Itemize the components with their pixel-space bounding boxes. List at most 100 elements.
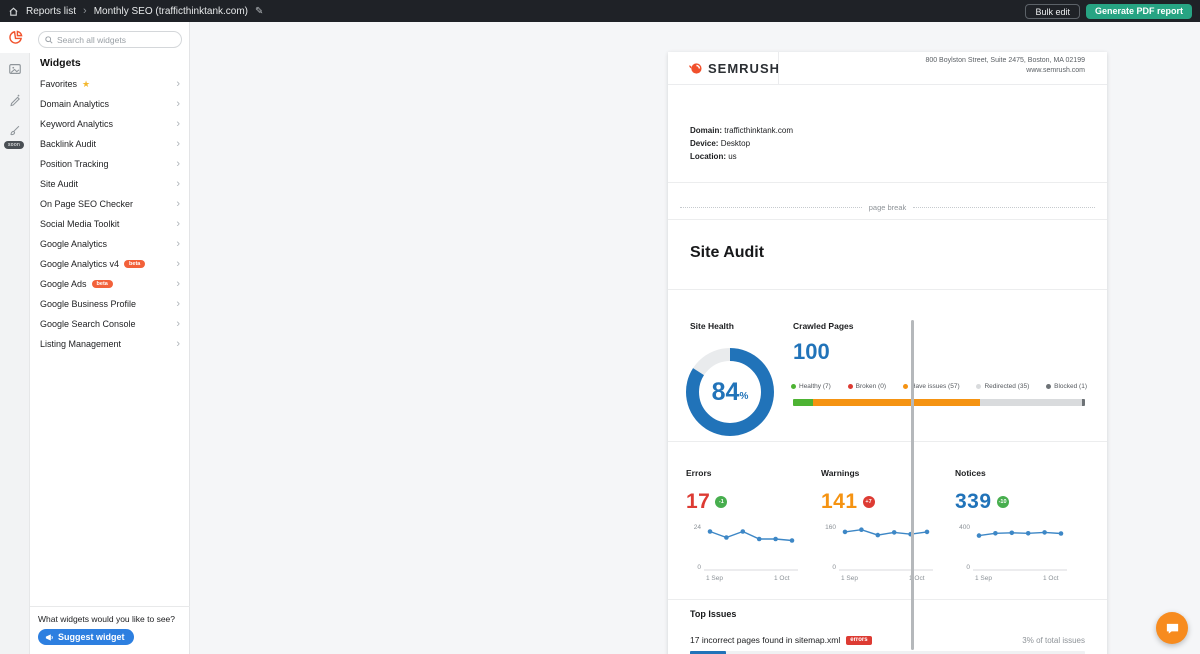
report-page[interactable]: SEMRUSH 800 Boylston Street, Suite 2475,… xyxy=(668,52,1107,654)
legend-item-broken: Broken (0) xyxy=(847,383,886,390)
chevron-right-icon: › xyxy=(83,5,87,17)
site-audit-title: Site Audit xyxy=(690,244,765,261)
breadcrumb-reports-list[interactable]: Reports list xyxy=(26,5,77,17)
chevron-right-icon: › xyxy=(176,237,180,250)
report-title: Monthly SEO (trafficthinktank.com) xyxy=(93,5,248,17)
y-axis-min: 0 xyxy=(966,564,970,571)
crawled-pages-legend: Healthy (7) Broken (0) Have issues (57) … xyxy=(791,383,1087,390)
sidebar-item-domain-analytics[interactable]: Domain Analytics › xyxy=(40,97,180,110)
divider xyxy=(668,182,1107,183)
legend-item-redirected: Redirected (35) xyxy=(976,383,1029,390)
chevron-right-icon: › xyxy=(176,177,180,190)
issue-share: 3% of total issues xyxy=(1022,635,1085,645)
sidebar-item-backlink-audit[interactable]: Backlink Audit › xyxy=(40,137,180,150)
beta-badge: beta xyxy=(91,280,113,288)
chevron-right-icon: › xyxy=(176,277,180,290)
search-input[interactable] xyxy=(57,34,175,45)
sidebar-item-keyword-analytics[interactable]: Keyword Analytics › xyxy=(40,117,180,130)
stackbar-segment-have-issues xyxy=(813,399,980,406)
semrush-logo: SEMRUSH xyxy=(688,52,780,85)
chat-bubble-icon xyxy=(1165,621,1180,636)
widgets-sidebar: Widgets Favorites ★ › Domain Analytics ›… xyxy=(30,22,190,654)
preview-scrollbar-thumb[interactable] xyxy=(911,320,914,650)
crawled-pages-label: Crawled Pages xyxy=(793,321,854,331)
page-break-line xyxy=(913,207,1095,208)
divider xyxy=(668,219,1107,220)
generate-pdf-report-button[interactable]: Generate PDF report xyxy=(1085,3,1192,19)
rail-item-branding[interactable]: soon xyxy=(0,115,30,149)
y-axis-min: 0 xyxy=(832,564,836,571)
rail-item-editor[interactable] xyxy=(0,84,30,115)
legend-dot xyxy=(1046,384,1052,389)
notices-delta-badge: -10 xyxy=(996,496,1009,508)
home-icon[interactable] xyxy=(8,6,19,17)
site-health-value: 84 % xyxy=(711,377,749,406)
star-icon: ★ xyxy=(82,78,91,89)
page-break-line xyxy=(680,207,862,208)
suggest-widget-button[interactable]: Suggest widget xyxy=(38,629,134,645)
report-canvas: SEMRUSH 800 Boylston Street, Suite 2475,… xyxy=(190,22,1200,654)
sidebar-item-listing-management[interactable]: Listing Management › xyxy=(40,337,180,350)
meta-location-value: us xyxy=(728,152,737,161)
chevron-right-icon: › xyxy=(176,217,180,230)
y-axis-min: 0 xyxy=(697,564,701,571)
sidebar-item-google-analytics-v4[interactable]: Google Analytics v4 beta › xyxy=(40,257,180,270)
bulk-edit-button[interactable]: Bulk edit xyxy=(1025,3,1080,19)
x-tick-start: 1 Sep xyxy=(706,575,723,582)
notices-sparkline xyxy=(973,524,1067,571)
rail-item-images[interactable] xyxy=(0,53,30,84)
sidebar-item-site-audit[interactable]: Site Audit › xyxy=(40,177,180,190)
sidebar-item-google-business-profile[interactable]: Google Business Profile › xyxy=(40,297,180,310)
x-tick-end: 1 Oct xyxy=(1043,575,1059,582)
beta-badge: beta xyxy=(124,260,146,268)
issue-progress-track xyxy=(690,651,1085,654)
sidebar-item-google-ads[interactable]: Google Ads beta › xyxy=(40,277,180,290)
legend-dot xyxy=(847,384,853,389)
errors-value: 17 xyxy=(686,490,711,513)
chevron-right-icon: › xyxy=(176,117,180,130)
chevron-right-icon: › xyxy=(176,97,180,110)
soon-badge: soon xyxy=(4,141,25,149)
top-issues-heading: Top Issues xyxy=(690,609,737,619)
stackbar-segment-blocked xyxy=(1082,399,1085,406)
chevron-right-icon: › xyxy=(176,77,180,90)
widgets-heading: Widgets xyxy=(40,57,81,69)
sidebar-item-favorites[interactable]: Favorites ★ › xyxy=(40,77,180,90)
edit-pencil-icon[interactable]: ✎ xyxy=(255,5,264,17)
top-issue-row[interactable]: 17 incorrect pages found in sitemap.xml … xyxy=(690,635,1085,645)
page-break-widget[interactable]: page break xyxy=(680,201,1095,214)
notices-trend-chart: 400 0 1 Sep 1 Oct xyxy=(955,524,1073,586)
warnings-sparkline xyxy=(839,524,933,571)
sidebar-item-position-tracking[interactable]: Position Tracking › xyxy=(40,157,180,170)
legend-dot xyxy=(791,384,796,389)
search-icon xyxy=(45,35,53,44)
logo-text: SEMRUSH xyxy=(708,61,781,76)
sidebar-item-social-media-toolkit[interactable]: Social Media Toolkit › xyxy=(40,217,180,230)
chat-launcher[interactable] xyxy=(1156,612,1188,644)
report-header-widget[interactable]: SEMRUSH 800 Boylston Street, Suite 2475,… xyxy=(668,52,1107,85)
page-break-label: page break xyxy=(868,203,907,212)
megaphone-icon xyxy=(45,633,54,642)
chevron-right-icon: › xyxy=(176,257,180,270)
sidebar-item-google-analytics[interactable]: Google Analytics › xyxy=(40,237,180,250)
warnings-label: Warnings xyxy=(821,468,860,478)
sidebar-item-on-page-seo-checker[interactable]: On Page SEO Checker › xyxy=(40,197,180,210)
x-tick-start: 1 Sep xyxy=(841,575,858,582)
header-divider xyxy=(778,52,779,85)
stackbar-segment-redirected xyxy=(979,399,1083,406)
legend-dot xyxy=(902,384,908,389)
report-settings-widget[interactable]: Domain: trafficthinktank.com Device: Des… xyxy=(690,124,793,163)
meta-device-label: Device: xyxy=(690,139,719,148)
rail-item-widgets[interactable] xyxy=(0,22,30,53)
sidebar-item-google-search-console[interactable]: Google Search Console › xyxy=(40,317,180,330)
legend-dot xyxy=(976,384,982,389)
topbar: Reports list › Monthly SEO (trafficthink… xyxy=(0,0,1200,22)
x-tick-end: 1 Oct xyxy=(909,575,925,582)
stackbar-segment-healthy xyxy=(793,399,814,406)
legend-item-blocked: Blocked (1) xyxy=(1046,383,1087,390)
errors-trend-chart: 24 0 1 Sep 1 Oct xyxy=(686,524,804,586)
crawled-stackbar xyxy=(793,399,1085,406)
widget-search-box[interactable] xyxy=(38,31,182,48)
y-axis-max: 24 xyxy=(693,524,701,531)
legend-item-have-issues: Have issues (57) xyxy=(902,383,960,390)
